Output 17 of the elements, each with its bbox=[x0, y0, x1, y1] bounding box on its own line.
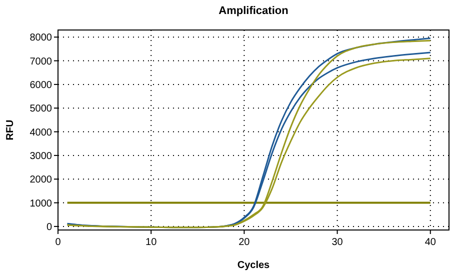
y-tick-label: 0 bbox=[46, 222, 52, 233]
x-tick-label: 20 bbox=[238, 237, 250, 248]
y-tick-label: 4000 bbox=[30, 127, 52, 138]
x-tick-label: 30 bbox=[332, 237, 344, 248]
x-tick-label: 10 bbox=[146, 237, 158, 248]
x-tick-label: 40 bbox=[424, 237, 436, 248]
y-tick-label: 3000 bbox=[30, 150, 52, 162]
y-tick-label: 2000 bbox=[30, 174, 52, 186]
x-tick-label: 0 bbox=[55, 237, 62, 248]
chart-title: Amplification bbox=[218, 5, 289, 17]
y-tick-label: 7000 bbox=[30, 56, 52, 68]
y-axis-title: RFU bbox=[5, 120, 16, 140]
y-tick-label: 6000 bbox=[30, 80, 52, 91]
y-tick-label: 1000 bbox=[30, 198, 52, 210]
y-tick-label: 5000 bbox=[30, 104, 52, 115]
y-tick-label: 8000 bbox=[30, 32, 52, 44]
x-axis-title: Cycles bbox=[237, 260, 270, 271]
